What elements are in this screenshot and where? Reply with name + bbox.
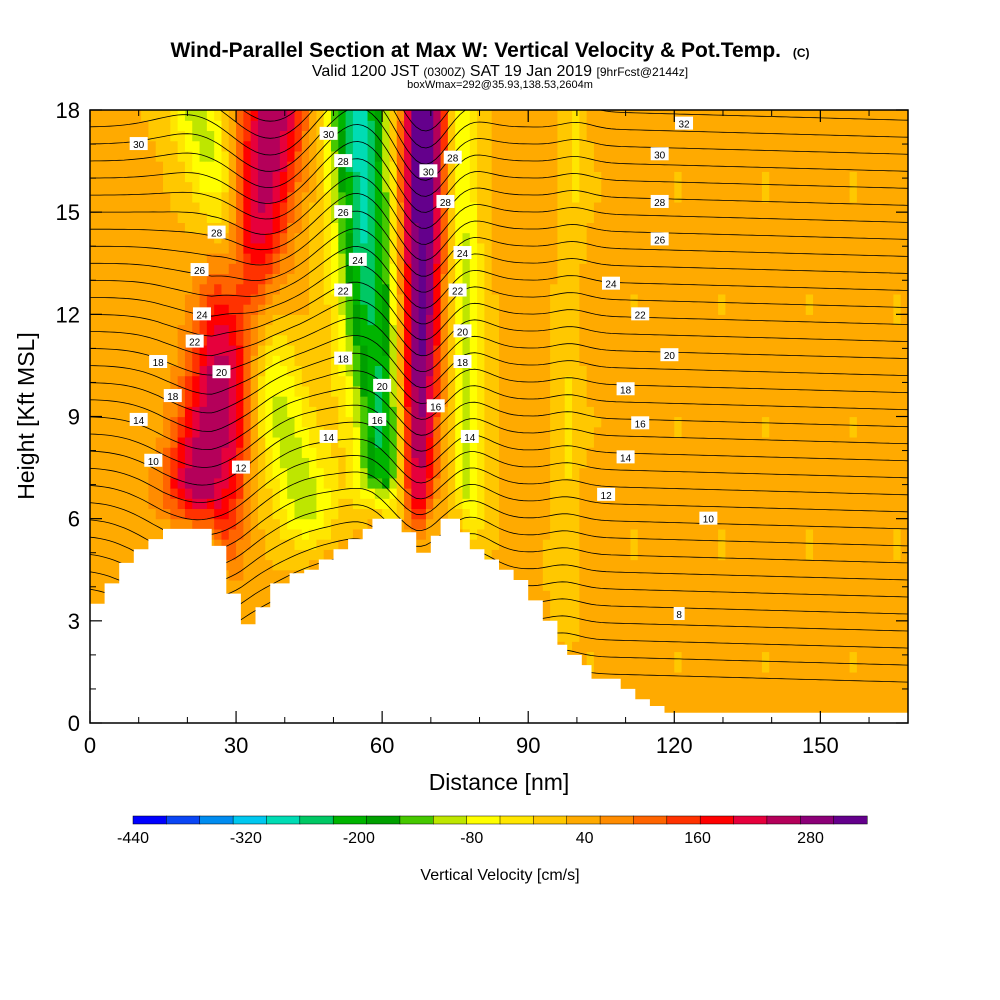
- theta-label: 16: [368, 412, 387, 427]
- theta-label: 26: [334, 205, 353, 219]
- theta-label: 18: [149, 355, 168, 369]
- theta-label: 22: [448, 283, 467, 297]
- colorbar-swatch: [699, 815, 735, 825]
- y-tick-label: 0: [68, 711, 80, 736]
- colorbar-swatch: [599, 815, 635, 825]
- theta-label: 20: [453, 324, 472, 338]
- colorbar-swatch: [266, 815, 301, 825]
- y-tick-label: 3: [68, 609, 80, 634]
- terrain: [90, 518, 908, 723]
- theta-label: 20: [660, 348, 679, 362]
- colorbar-swatch: [833, 815, 868, 825]
- colorbar-tick-label: 40: [576, 830, 594, 847]
- theta-label: 12: [231, 460, 250, 475]
- y-tick-label: 15: [56, 200, 80, 225]
- x-tick-label: 60: [370, 733, 394, 758]
- colorbar-label: Vertical Velocity [cm/s]: [420, 867, 579, 884]
- y-tick-label: 6: [68, 507, 80, 532]
- theta-label: 14: [129, 412, 148, 427]
- theta-label: 24: [601, 276, 620, 291]
- colorbar-tick-label: 280: [797, 830, 824, 847]
- colorbar-swatch: [232, 815, 268, 825]
- y-axis-label: Height [Kft MSL]: [13, 332, 39, 499]
- theta-label: 26: [190, 263, 209, 277]
- colorbar-swatch: [132, 815, 167, 825]
- x-tick-label: 90: [516, 733, 540, 758]
- theta-label: 12: [597, 487, 616, 502]
- x-tick-label: 120: [656, 733, 693, 758]
- colorbar-swatch: [166, 815, 201, 825]
- theta-label: 30: [419, 164, 438, 178]
- chart-title: Wind-Parallel Section at Max W: Vertical…: [170, 39, 809, 62]
- theta-label: 30: [129, 137, 148, 151]
- colorbar-swatch: [633, 815, 668, 825]
- colorbar-swatch: [766, 815, 801, 825]
- x-axis: 0 30 60 90 120 150: [84, 110, 870, 758]
- x-tick-label: 150: [802, 733, 839, 758]
- theta-label: 8: [673, 607, 685, 621]
- theta-label: 20: [212, 365, 231, 379]
- theta-label: 18: [334, 351, 353, 366]
- x-tick-label: 30: [224, 733, 248, 758]
- theta-label: 28: [436, 194, 455, 209]
- theta-label: 32: [675, 116, 694, 131]
- theta-label: 18: [163, 389, 182, 403]
- colorbar-tick-label: 160: [684, 830, 711, 847]
- colorbar-swatch: [299, 815, 334, 825]
- theta-label: 18: [616, 382, 635, 396]
- theta-label: 16: [426, 399, 445, 413]
- theta-label: 28: [207, 225, 226, 240]
- colorbar-swatch: [566, 815, 601, 825]
- x-tick-label: 0: [84, 733, 96, 758]
- theta-label: 26: [650, 232, 669, 246]
- y-tick-label: 9: [68, 405, 80, 430]
- theta-label: 22: [334, 283, 353, 297]
- box-info: boxWmax=292@35.93,138.53,2604m: [407, 79, 593, 91]
- colorbar-tick-label: -440: [117, 830, 149, 847]
- theta-label: 28: [334, 154, 353, 168]
- theta-label: 16: [631, 416, 650, 430]
- colorbar-swatch: [433, 815, 468, 825]
- theta-label: 14: [616, 450, 635, 464]
- colorbar-swatch: [199, 815, 234, 825]
- colorbar-swatch: [366, 815, 401, 825]
- theta-label: 10: [699, 511, 718, 526]
- colorbar-swatch: [733, 815, 768, 825]
- y-tick-label: 12: [56, 302, 80, 327]
- colorbar-swatch: [399, 815, 434, 825]
- colorbar-swatch: [332, 815, 368, 825]
- theta-label: 28: [650, 194, 669, 209]
- theta-label: 30: [319, 126, 338, 141]
- theta-label: 24: [348, 252, 367, 267]
- colorbar: -440 -320 -200 -80 40 160 280: [117, 815, 868, 847]
- theta-label: 30: [650, 147, 669, 161]
- colorbar-swatch: [499, 815, 534, 825]
- theta-label: 24: [192, 307, 211, 321]
- theta-label: 14: [460, 429, 479, 444]
- theta-label: 20: [373, 378, 392, 393]
- chart-subtitle: Valid 1200 JST (0300Z) SAT 19 Jan 2019 […: [312, 63, 688, 80]
- theta-label: 10: [144, 453, 163, 468]
- y-axis: 0 3 6 9 12 15 18: [56, 98, 908, 736]
- theta-label: 14: [319, 429, 338, 444]
- colorbar-swatch: [533, 815, 568, 825]
- colorbar-tick-label: -80: [460, 830, 483, 847]
- colorbar-swatch: [666, 815, 701, 825]
- theta-label: 18: [453, 355, 472, 369]
- theta-label: 22: [185, 334, 204, 349]
- theta-contour-labels: 30 30 28 26 28 26 24 22 20 18 18 14 10 12 24 22 18 14 20 16…: [129, 116, 718, 621]
- colorbar-swatch: [466, 815, 501, 825]
- theta-label: 24: [453, 246, 472, 260]
- colorbar-swatch: [800, 815, 835, 825]
- theta-label: 22: [631, 307, 650, 321]
- theta-label: 28: [443, 150, 462, 165]
- colorbar-tick-label: -320: [230, 830, 262, 847]
- y-tick-label: 18: [56, 98, 80, 123]
- colorbar-tick-label: -200: [343, 830, 375, 847]
- x-axis-label: Distance [nm]: [429, 769, 570, 795]
